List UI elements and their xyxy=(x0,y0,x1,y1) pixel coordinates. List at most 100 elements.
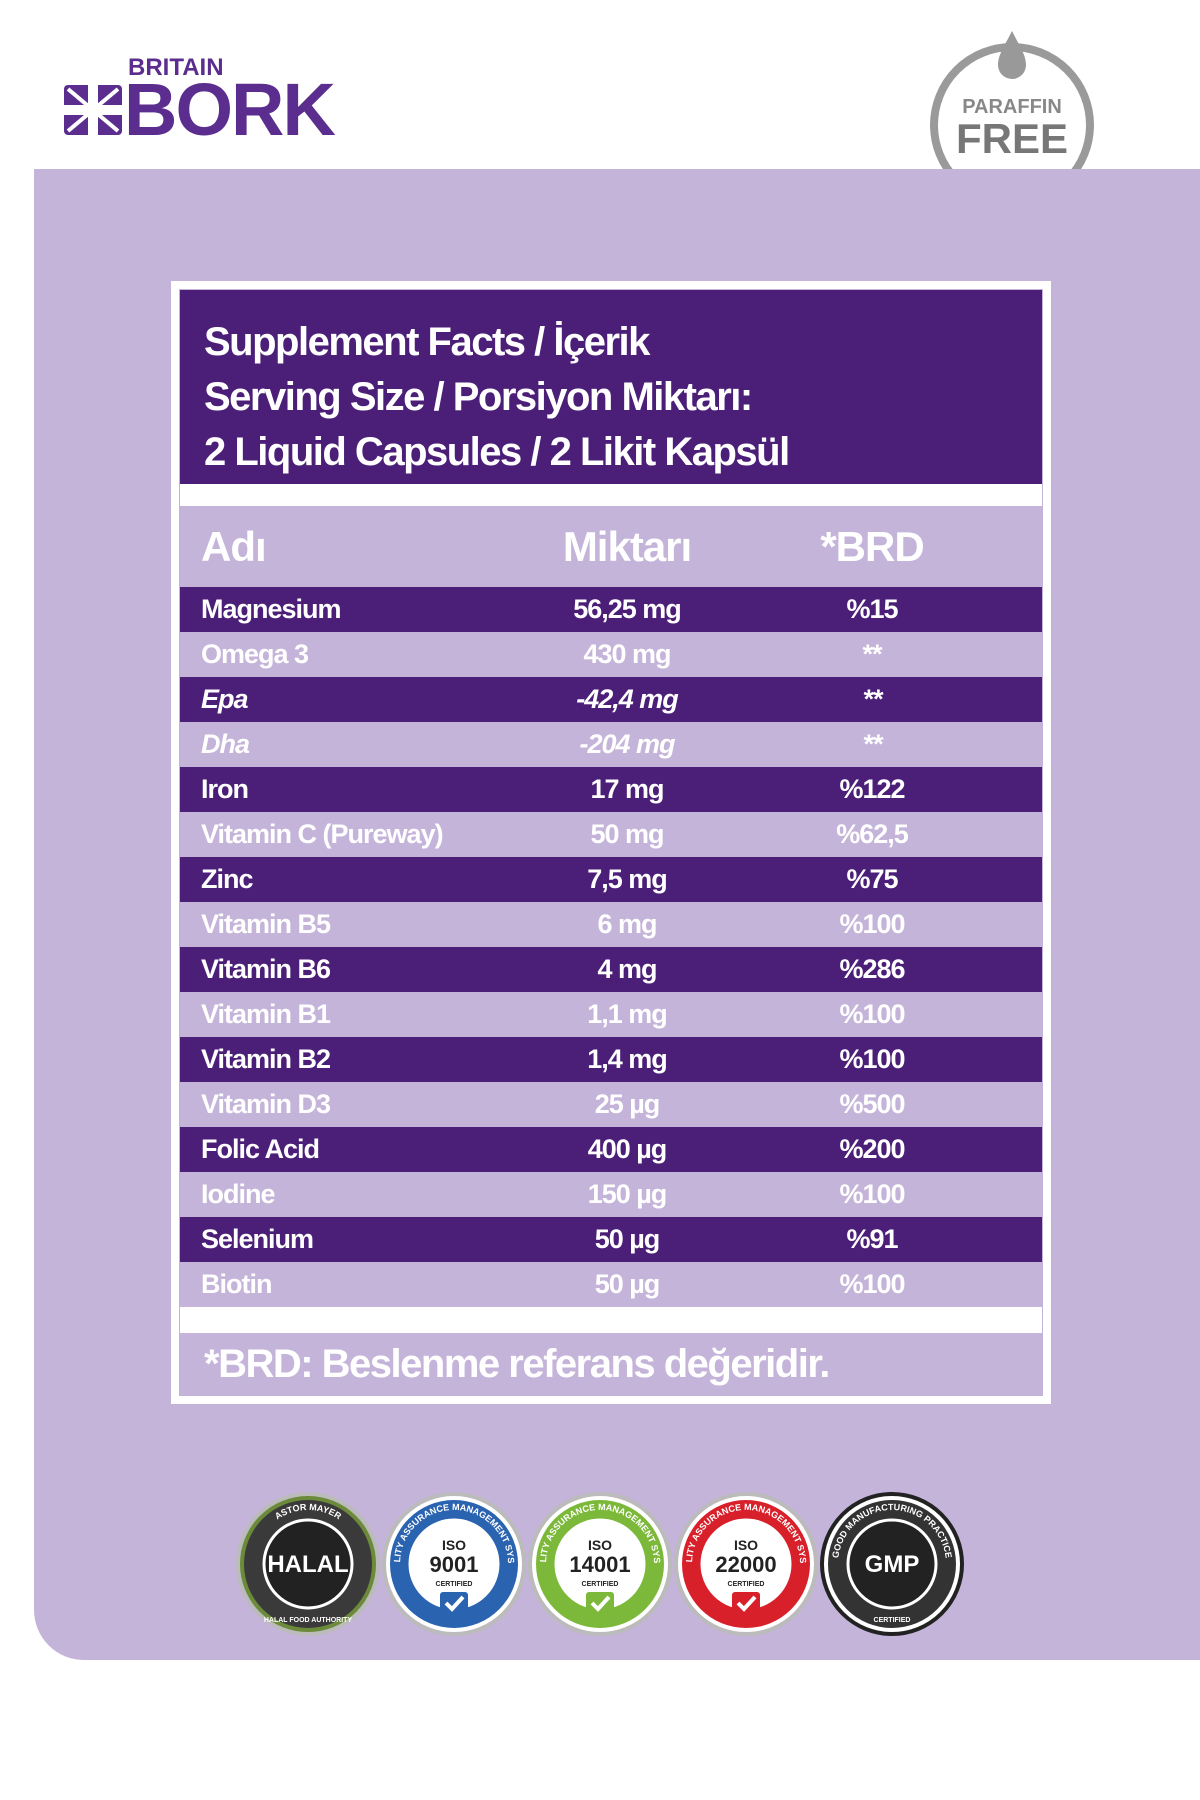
facts-title: Supplement Facts / İçerik Serving Size / … xyxy=(180,290,1042,484)
fact-row: Zinc 7,5 mg %75 xyxy=(180,857,1042,902)
badge-main: ISO xyxy=(588,1537,612,1553)
cell: Zinc xyxy=(201,864,254,894)
separator xyxy=(180,1307,1042,1333)
cell: -204 mg xyxy=(579,729,675,759)
badge-code: 14001 xyxy=(569,1552,630,1577)
cell: 56,25 mg xyxy=(573,594,682,624)
fact-row: Vitamin B1 1,1 mg %100 xyxy=(180,992,1042,1037)
column: Miktarı xyxy=(562,523,692,570)
cell: Vitamin B1 xyxy=(201,999,331,1029)
fact-row: Vitamin D3 25 µg %500 xyxy=(180,1082,1042,1127)
fact-row: Selenium 50 µg %91 xyxy=(180,1217,1042,1262)
cell: Vitamin B2 xyxy=(201,1044,331,1074)
title-line: Serving Size / Porsiyon Miktarı: xyxy=(204,375,753,419)
cell: %500 xyxy=(839,1089,905,1119)
column-header: Adı Miktarı *BRD xyxy=(180,507,1042,587)
cell: 25 µg xyxy=(594,1089,661,1119)
cell: 50 mg xyxy=(590,819,664,849)
cell: Iodine xyxy=(201,1179,275,1209)
cell: Iron xyxy=(201,774,249,804)
badge-bottom: CERTIFIED xyxy=(728,1581,765,1588)
cell: 17 mg xyxy=(590,774,664,804)
fact-row: Vitamin B5 6 mg %100 xyxy=(180,902,1042,947)
fact-row: Biotin 50 µg %100 xyxy=(180,1262,1042,1307)
cell: Vitamin C (Pureway) xyxy=(201,819,444,849)
cell: ** xyxy=(862,729,882,759)
brand-top: BRITAIN xyxy=(128,54,224,81)
cell: %286 xyxy=(839,954,905,984)
cell: Vitamin B5 xyxy=(201,909,331,939)
cell: 430 mg xyxy=(583,639,671,669)
footnote: *BRD: Beslenme referans değeridir. xyxy=(204,1342,830,1386)
fact-row: Magnesium 56,25 mg %15 xyxy=(180,587,1042,632)
badge-main: ISO xyxy=(442,1537,466,1553)
cell: 150 µg xyxy=(587,1179,668,1209)
cell: 1,4 mg xyxy=(587,1044,668,1074)
check-mark xyxy=(736,1595,757,1612)
badge-main: HALAL xyxy=(267,1551,348,1578)
title-line: Supplement Facts / İçerik xyxy=(204,320,650,364)
cell: Folic Acid xyxy=(201,1134,320,1164)
badge-inner xyxy=(262,1518,354,1610)
cell: Omega 3 xyxy=(201,639,309,669)
fact-row: Iron 17 mg %122 xyxy=(180,767,1042,812)
cell: %100 xyxy=(839,1269,905,1299)
cell: Selenium xyxy=(201,1224,314,1254)
logo: BRITAIN BORK xyxy=(64,54,337,145)
badge-bottom: HALAL FOOD AUTHORITY xyxy=(264,1617,353,1624)
cell: %100 xyxy=(839,1044,905,1074)
fact-row: Epa -42,4 mg ** xyxy=(180,677,1042,722)
cell: Epa xyxy=(201,684,249,714)
cell: 400 µg xyxy=(587,1134,668,1164)
badge-line: PARAFFIN xyxy=(962,96,1062,118)
fact-row: Vitamin B6 4 mg %286 xyxy=(180,947,1042,992)
fact-row: Vitamin B2 1,4 mg %100 xyxy=(180,1037,1042,1082)
cell: Vitamin B6 xyxy=(201,954,331,984)
cell: %200 xyxy=(839,1134,905,1164)
badge-code: 22000 xyxy=(715,1552,776,1577)
badge-code: 9001 xyxy=(430,1552,479,1577)
cell: 50 µg xyxy=(594,1269,661,1299)
badge-inner xyxy=(846,1518,938,1610)
brand: BORK xyxy=(124,68,335,145)
title-line: 2 Liquid Capsules / 2 Likit Kapsül xyxy=(204,430,790,474)
badge-bottom: CERTIFIED xyxy=(874,1617,911,1624)
badge-main: GMP xyxy=(865,1551,920,1578)
cell: %62,5 xyxy=(836,819,909,849)
separator xyxy=(180,484,1042,506)
cell: 1,1 mg xyxy=(587,999,668,1029)
check-box xyxy=(586,1592,614,1614)
cell: 7,5 mg xyxy=(587,864,668,894)
fact-row: Iodine 150 µg %100 xyxy=(180,1172,1042,1217)
cell: 50 µg xyxy=(594,1224,661,1254)
badge-bottom: CERTIFIED xyxy=(436,1581,473,1588)
cell: %15 xyxy=(846,594,898,624)
cell: %91 xyxy=(846,1224,898,1254)
cell: %122 xyxy=(839,774,905,804)
cell: %100 xyxy=(839,999,905,1029)
column: Adı xyxy=(201,523,267,570)
cell: Dha xyxy=(201,729,250,759)
fact-row: Folic Acid 400 µg %200 xyxy=(180,1127,1042,1172)
cell: Magnesium xyxy=(201,594,342,624)
check-mark xyxy=(590,1595,611,1612)
badge-line: FREE xyxy=(956,115,1068,162)
badge-bottom: CERTIFIED xyxy=(582,1581,619,1588)
cell: 6 mg xyxy=(597,909,657,939)
cell: Biotin xyxy=(201,1269,272,1299)
fact-row: Dha -204 mg ** xyxy=(180,722,1042,767)
check-mark xyxy=(444,1595,465,1612)
cell: %75 xyxy=(846,864,898,894)
flag-icon xyxy=(64,85,122,135)
cell: Vitamin D3 xyxy=(201,1089,331,1119)
fact-row: Omega 3 430 mg ** xyxy=(180,632,1042,677)
cell: 4 mg xyxy=(597,954,657,984)
check-box xyxy=(440,1592,468,1614)
cell: %100 xyxy=(839,909,905,939)
facts-box xyxy=(171,281,1051,1404)
fact-row: Vitamin C (Pureway) 50 mg %62,5 xyxy=(180,812,1042,857)
